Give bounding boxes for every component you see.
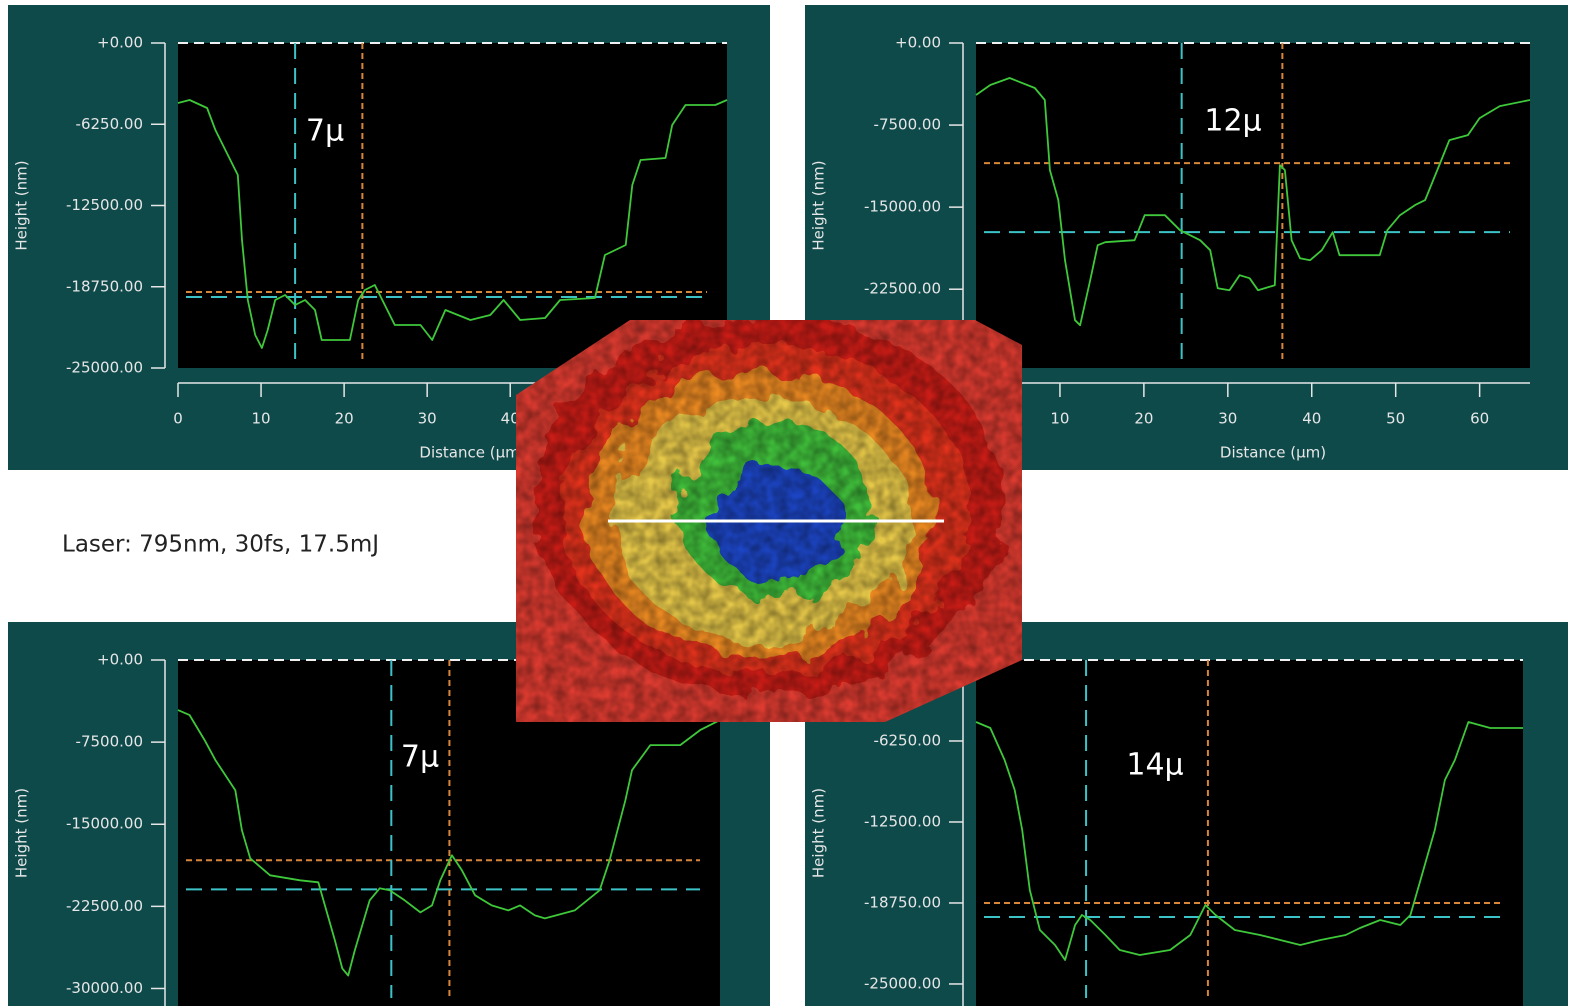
- y-tick-label: -18750.00: [66, 277, 143, 295]
- y-tick-label: -15000.00: [864, 198, 941, 216]
- x-tick-label: 0: [173, 410, 183, 428]
- y-axis-label: Height (nm): [810, 788, 828, 878]
- y-axis-label: Height (nm): [13, 160, 31, 250]
- y-tick-label: -18750.00: [864, 893, 941, 911]
- annotation: 7μ: [306, 114, 344, 149]
- plot-area: [178, 43, 727, 368]
- y-tick-label: -25000.00: [864, 974, 941, 992]
- y-tick-label: -22500.00: [864, 280, 941, 298]
- x-tick-label: 10: [252, 410, 271, 428]
- y-tick-label: +0.00: [97, 651, 143, 669]
- y-tick-label: -15000.00: [66, 815, 143, 833]
- y-tick-label: -7500.00: [874, 116, 941, 134]
- annotation: 14μ: [1126, 748, 1183, 783]
- crater-image: [516, 315, 1022, 722]
- x-axis-label: Distance (µm): [419, 444, 525, 462]
- y-tick-label: -6250.00: [76, 115, 143, 133]
- y-axis-label: Height (nm): [810, 160, 828, 250]
- page: +0.00 -6250.00 -12500.00 -18750.00 -25000.00…: [0, 0, 1592, 1006]
- x-tick-label: 20: [1134, 410, 1153, 428]
- x-tick-label: 20: [335, 410, 354, 428]
- x-tick-label: 60: [1470, 410, 1489, 428]
- y-tick-label: -12500.00: [864, 812, 941, 830]
- annotation: 7μ: [401, 740, 439, 775]
- y-tick-label: -7500.00: [76, 733, 143, 751]
- caption: Laser: 795nm, 30fs, 17.5mJ: [62, 532, 379, 558]
- y-tick-label: -30000.00: [66, 979, 143, 997]
- y-tick-label: -22500.00: [66, 897, 143, 915]
- y-tick-label: -12500.00: [66, 196, 143, 214]
- plot-area: [976, 660, 1523, 1006]
- annotation: 12μ: [1204, 104, 1261, 139]
- x-tick-label: 40: [1302, 410, 1321, 428]
- x-tick-label: 30: [1218, 410, 1237, 428]
- y-tick-label: +0.00: [895, 34, 941, 52]
- y-tick-label: -25000.00: [66, 359, 143, 377]
- x-tick-label: 10: [1050, 410, 1069, 428]
- x-tick-label: 50: [1386, 410, 1405, 428]
- y-tick-label: -6250.00: [874, 731, 941, 749]
- x-axis-label: Distance (µm): [1220, 444, 1326, 462]
- x-tick-label: 30: [418, 410, 437, 428]
- y-axis-label: Height (nm): [13, 788, 31, 878]
- y-tick-label: +0.00: [97, 34, 143, 52]
